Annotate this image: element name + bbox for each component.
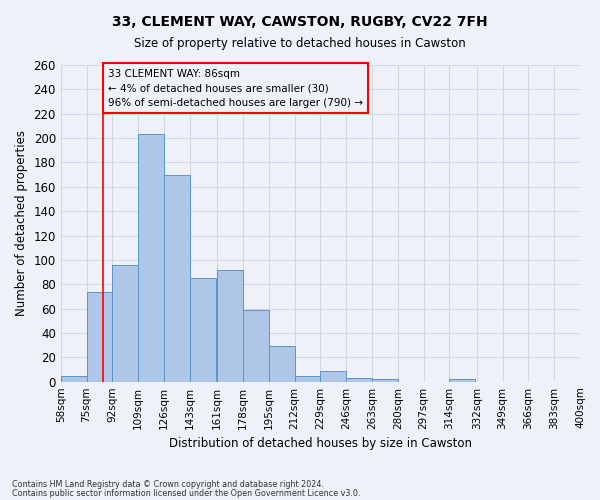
Bar: [295, 376, 320, 382]
Bar: [320, 370, 346, 382]
Bar: [86, 292, 112, 382]
Bar: [217, 270, 243, 382]
Bar: [346, 378, 372, 382]
X-axis label: Distribution of detached houses by size in Cawston: Distribution of detached houses by size …: [169, 437, 472, 450]
Bar: [61, 376, 86, 382]
Text: 33, CLEMENT WAY, CAWSTON, RUGBY, CV22 7FH: 33, CLEMENT WAY, CAWSTON, RUGBY, CV22 7F…: [112, 15, 488, 29]
Bar: [372, 379, 398, 382]
Bar: [190, 278, 215, 382]
Text: Contains public sector information licensed under the Open Government Licence v3: Contains public sector information licen…: [12, 488, 361, 498]
Text: 33 CLEMENT WAY: 86sqm
← 4% of detached houses are smaller (30)
96% of semi-detac: 33 CLEMENT WAY: 86sqm ← 4% of detached h…: [108, 68, 363, 108]
Bar: [269, 346, 295, 382]
Text: Contains HM Land Registry data © Crown copyright and database right 2024.: Contains HM Land Registry data © Crown c…: [12, 480, 324, 489]
Bar: [112, 265, 138, 382]
Bar: [243, 310, 269, 382]
Y-axis label: Number of detached properties: Number of detached properties: [15, 130, 28, 316]
Bar: [138, 134, 164, 382]
Bar: [164, 174, 190, 382]
Text: Size of property relative to detached houses in Cawston: Size of property relative to detached ho…: [134, 38, 466, 51]
Bar: [449, 379, 475, 382]
